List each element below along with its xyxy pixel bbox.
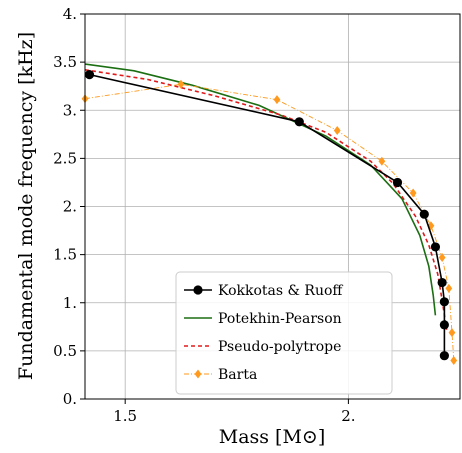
axis-ticks: 0. 0.5 1. 1.5 2. 2.5 3. 3.5 4. 1.5 2.	[53, 5, 355, 425]
y-tick-label: 2.	[63, 198, 77, 216]
data-point-barta	[177, 79, 185, 89]
legend-label-pseudo-polytrope: Pseudo-polytrope	[218, 339, 341, 355]
y-tick-label: 0.5	[53, 342, 77, 360]
data-point-kokkotas-ruoff	[439, 297, 449, 307]
y-tick-label: 2.5	[53, 149, 77, 167]
y-tick-label: 1.	[63, 294, 77, 312]
data-point-barta	[333, 125, 341, 135]
plot-area	[81, 63, 458, 365]
data-point-kokkotas-ruoff	[439, 320, 449, 330]
y-tick-label: 3.5	[53, 53, 77, 71]
data-point-barta	[450, 356, 458, 365]
y-tick-label: 3.	[63, 101, 77, 119]
data-point-kokkotas-ruoff	[84, 70, 95, 80]
legend-label-barta: Barta	[218, 367, 257, 383]
y-axis-title: Fundamental mode frequency [kHz]	[15, 32, 37, 380]
data-point-kokkotas-ruoff	[439, 351, 449, 361]
y-tick-label: 0.	[63, 390, 77, 408]
data-point-kokkotas-ruoff	[430, 242, 441, 252]
data-point-kokkotas-ruoff	[419, 209, 429, 219]
data-point-barta	[409, 188, 417, 198]
legend-marker-kokkotas-ruoff	[193, 285, 203, 295]
data-point-barta	[448, 328, 456, 338]
x-tick-label: 2.	[341, 407, 355, 425]
data-point-barta	[273, 95, 281, 105]
data-point-barta	[438, 253, 446, 263]
legend-marker-barta	[194, 369, 202, 379]
data-point-kokkotas-ruoff	[437, 277, 447, 288]
legend: Kokkotas & Ruoff Potekhin-Pearson Pseudo-p…	[175, 271, 393, 395]
data-point-kokkotas-ruoff	[294, 117, 304, 127]
x-axis-title: Mass [M⊙]	[219, 426, 326, 448]
x-tick-label: 1.5	[113, 407, 137, 425]
data-point-kokkotas-ruoff	[392, 177, 403, 188]
legend-box	[175, 271, 393, 395]
data-point-barta	[378, 156, 386, 166]
y-tick-label: 4.	[63, 5, 77, 23]
y-tick-label: 1.5	[53, 246, 77, 264]
data-point-barta	[445, 283, 453, 293]
legend-label-kokkotas-ruoff: Kokkotas & Ruoff	[218, 283, 343, 299]
legend-label-potekhin-pearson: Potekhin-Pearson	[218, 311, 342, 327]
